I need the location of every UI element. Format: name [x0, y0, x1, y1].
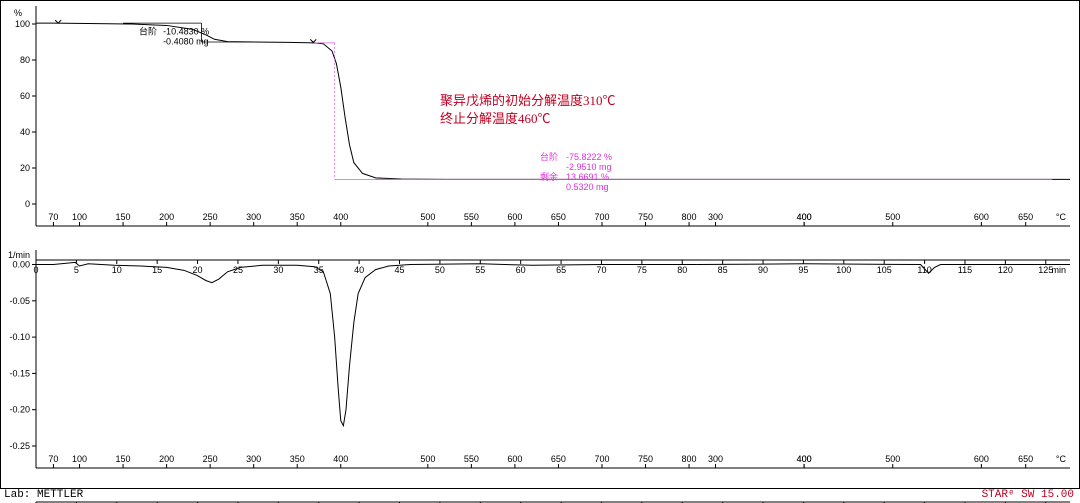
top-y-tick: 100: [15, 19, 30, 29]
bot-dtg-curve: [36, 262, 698, 425]
top-time-tick: 110: [917, 265, 931, 275]
bot-temp-tick: 600: [507, 454, 522, 464]
bot-temp-tick: 650: [551, 454, 566, 464]
top-y-tick: 80: [20, 55, 30, 65]
top-y-unit: %: [14, 8, 22, 18]
outer-frame: [1, 1, 1080, 489]
bot-temp-tick: 300: [708, 454, 723, 464]
bot-temp-tick: 500: [885, 454, 900, 464]
bot-temp-tick: 300: [246, 454, 261, 464]
bot-y-tick: 0.00: [12, 260, 30, 270]
top-temp-tick: 70: [48, 212, 58, 222]
top-time-tick: 55: [475, 265, 485, 275]
top-time-tick: 20: [193, 265, 203, 275]
top-y-tick: 60: [20, 91, 30, 101]
top-temp-tick: 500: [885, 212, 900, 222]
top-temp-tick: 800: [682, 212, 697, 222]
top-temp-tick: 250: [203, 212, 218, 222]
top-time-tick: 70: [596, 265, 606, 275]
bot-temp-tick: 250: [203, 454, 218, 464]
bot-y-tick: -0.20: [9, 405, 30, 415]
bot-temp-tick: 350: [290, 454, 305, 464]
top-temp-tick: 650: [1018, 212, 1033, 222]
bot-temp-tick: 200: [159, 454, 174, 464]
bot-temp-tick: 650: [1018, 454, 1033, 464]
top-y-tick: 0: [25, 199, 30, 209]
top-temp-tick: 600: [974, 212, 989, 222]
bot-temp-tick: 700: [594, 454, 609, 464]
top-time-tick: 105: [877, 265, 892, 275]
bot-temp-tick: 500: [420, 454, 435, 464]
bot-temp-tick: 600: [974, 454, 989, 464]
step2-label: 台阶: [540, 151, 558, 162]
bot-y-tick: -0.25: [9, 441, 30, 451]
top-time-tick: 5: [74, 265, 79, 275]
top-time-tick: 50: [435, 265, 445, 275]
bot-temp-tick: 150: [116, 454, 131, 464]
step1-mg: -0.4080 mg: [163, 37, 209, 47]
bot-y-tick: -0.05: [9, 296, 30, 306]
top-temp-tick: 650: [551, 212, 566, 222]
bot-temp-tick: 400: [333, 454, 348, 464]
top-time-tick: 85: [718, 265, 728, 275]
footer-lab: Lab: METTLER: [4, 489, 83, 501]
top-time-tick: 120: [998, 265, 1013, 275]
step2-res-mg: 0.5320 mg: [566, 182, 609, 192]
top-temp-tick: 300: [246, 212, 261, 222]
top-time-tick: 90: [758, 265, 768, 275]
top-temp-tick: 750: [638, 212, 653, 222]
top-time-tick: 115: [958, 265, 972, 275]
top-time-tick: 40: [354, 265, 364, 275]
bot-temp-unit: °C: [1056, 454, 1067, 464]
top-temp-tick: 100: [72, 212, 87, 222]
step2-mg: -2.9510 mg: [566, 162, 612, 172]
top-time-tick: 10: [112, 265, 122, 275]
top-temp-tick: 350: [290, 212, 305, 222]
bot-y-unit: 1/min: [8, 250, 30, 260]
top-temp-tick: 400: [797, 212, 812, 222]
bot-temp-tick: 550: [464, 454, 479, 464]
top-y-tick: 40: [20, 127, 30, 137]
top-temp-tick: 300: [708, 212, 723, 222]
top-time-tick: 30: [273, 265, 283, 275]
bot-temp-tick: 400: [797, 454, 812, 464]
step2-res-label: 剩余: [540, 171, 558, 182]
top-temp-unit: °C: [1056, 212, 1067, 222]
top-temp-tick: 600: [507, 212, 522, 222]
top-temp-tick: 700: [594, 212, 609, 222]
step1-pct: -10.4830 %: [163, 27, 209, 37]
bot-y-tick: -0.10: [9, 332, 30, 342]
step2-pct: -75.8222 %: [566, 152, 612, 162]
top-y-tick: 20: [20, 163, 30, 173]
top-temp-tick: 150: [116, 212, 131, 222]
top-temp-tick: 400: [333, 212, 348, 222]
bot-temp-tick: 70: [48, 454, 58, 464]
bot-y-tick: -0.15: [9, 368, 30, 378]
top-temp-tick: 550: [464, 212, 479, 222]
top-time-tick: 65: [556, 265, 566, 275]
top-time-unit: min: [1051, 265, 1066, 275]
top-time-tick: 95: [798, 265, 808, 275]
top-temp-tick: 500: [420, 212, 435, 222]
top-temp-tick: 200: [159, 212, 174, 222]
top-time-tick: 60: [516, 265, 526, 275]
step2-res-pct: 13.6691 %: [566, 172, 609, 182]
curve-marker: [310, 39, 316, 42]
overlay-text-line2: 终止分解温度460℃: [440, 111, 551, 126]
bot-temp-tick: 750: [638, 454, 653, 464]
overlay-text-line1: 聚异戊烯的初始分解温度310℃: [440, 93, 616, 108]
bot-temp-tick: 800: [682, 454, 697, 464]
top-time-tick: 80: [677, 265, 687, 275]
top-time-tick: 75: [637, 265, 647, 275]
top-time-tick: 100: [836, 265, 851, 275]
top-time-tick: 45: [395, 265, 405, 275]
footer-software: STARᵉ SW 15.00: [982, 489, 1074, 501]
step1-label: 台阶: [139, 26, 157, 37]
bot-temp-tick: 100: [72, 454, 87, 464]
